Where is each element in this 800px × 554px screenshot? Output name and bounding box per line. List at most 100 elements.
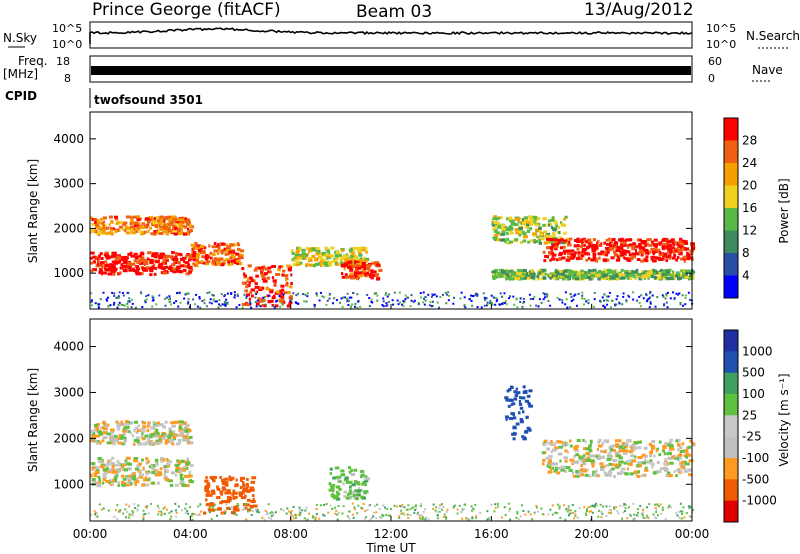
range-cell (537, 236, 541, 240)
range-cell (153, 222, 156, 226)
range-cell (570, 274, 576, 278)
range-cell (557, 452, 563, 456)
range-cell (467, 518, 470, 521)
range-cell (447, 299, 450, 302)
range-cell (319, 263, 323, 267)
range-cell (582, 237, 586, 241)
range-cell (515, 276, 520, 280)
range-cell (153, 426, 156, 430)
range-cell (386, 507, 389, 510)
range-cell (292, 263, 297, 267)
range-cell (592, 306, 595, 309)
range-cell (113, 294, 116, 297)
nsky-tick-bottom: 10^0 (52, 38, 82, 51)
range-cell (156, 225, 161, 229)
range-cell (347, 466, 352, 470)
range-cell (370, 300, 373, 303)
range-cell (233, 291, 236, 294)
range-cell (158, 263, 163, 267)
range-cell (227, 263, 231, 267)
range-cell (185, 503, 188, 506)
range-cell (335, 490, 339, 494)
range-cell (608, 247, 612, 251)
range-cell (252, 504, 258, 508)
range-cell (96, 221, 100, 225)
nsearch-tick-bottom: 10^0 (706, 38, 736, 51)
range-cell (575, 304, 578, 307)
range-cell (107, 459, 111, 463)
range-cell (576, 244, 580, 248)
range-cell (271, 264, 276, 268)
range-cell (663, 272, 668, 276)
range-cell (547, 470, 553, 474)
range-cell (555, 462, 559, 466)
range-cell (619, 470, 623, 474)
range-cell (230, 259, 234, 263)
range-cell (304, 293, 307, 296)
range-cell (212, 298, 215, 301)
range-cell (464, 306, 467, 309)
range-cell (361, 496, 366, 500)
range-cell (417, 303, 420, 306)
range-cell (94, 220, 97, 224)
range-cell (248, 281, 251, 285)
range-cell (540, 272, 545, 276)
range-cell (206, 490, 211, 494)
range-cell (210, 489, 216, 493)
range-cell (475, 516, 478, 519)
range-cell (147, 218, 153, 222)
velocity-panel-frame (89, 318, 693, 522)
y-tick-label: 1000 (53, 477, 84, 491)
range-cell (351, 502, 354, 505)
range-cell (251, 510, 254, 513)
range-cell (120, 480, 125, 484)
range-cell (162, 261, 168, 265)
range-cell (272, 304, 275, 307)
range-cell (120, 263, 124, 267)
range-cell (246, 498, 251, 502)
range-cell (642, 251, 645, 255)
range-cell (118, 291, 121, 294)
range-cell (607, 452, 611, 456)
range-cell (650, 255, 656, 259)
range-cell (175, 300, 178, 303)
range-cell (230, 511, 236, 515)
range-cell (348, 296, 351, 299)
range-cell (607, 454, 612, 458)
range-cell (244, 274, 247, 278)
range-cell (117, 441, 122, 445)
range-cell (171, 251, 175, 255)
range-cell (606, 440, 609, 444)
range-cell (441, 293, 444, 296)
colorbar-tick-label: -100 (742, 451, 769, 465)
range-cell (542, 458, 546, 462)
range-cell (158, 437, 161, 441)
range-cell (353, 273, 358, 277)
range-cell (400, 506, 403, 509)
x-tick-label: 20:00 (574, 527, 609, 541)
range-cell (541, 451, 546, 455)
range-cell (113, 267, 118, 271)
range-cell (251, 488, 255, 492)
range-cell (546, 447, 551, 451)
range-cell (141, 432, 144, 436)
range-cell (403, 506, 406, 509)
range-cell (134, 479, 138, 483)
range-cell (516, 306, 519, 309)
range-cell (263, 518, 266, 521)
range-cell (503, 292, 506, 295)
range-cell (563, 239, 567, 243)
range-cell (603, 293, 606, 296)
range-cell (177, 292, 180, 295)
range-cell (250, 288, 256, 292)
range-cell (664, 458, 667, 462)
range-cell (142, 258, 147, 262)
range-cell (497, 216, 500, 220)
range-cell (550, 218, 555, 222)
range-cell (611, 299, 614, 302)
range-cell (199, 503, 202, 506)
range-cell (167, 460, 173, 464)
range-cell (169, 431, 172, 435)
range-cell (92, 255, 96, 259)
range-cell (110, 462, 115, 466)
